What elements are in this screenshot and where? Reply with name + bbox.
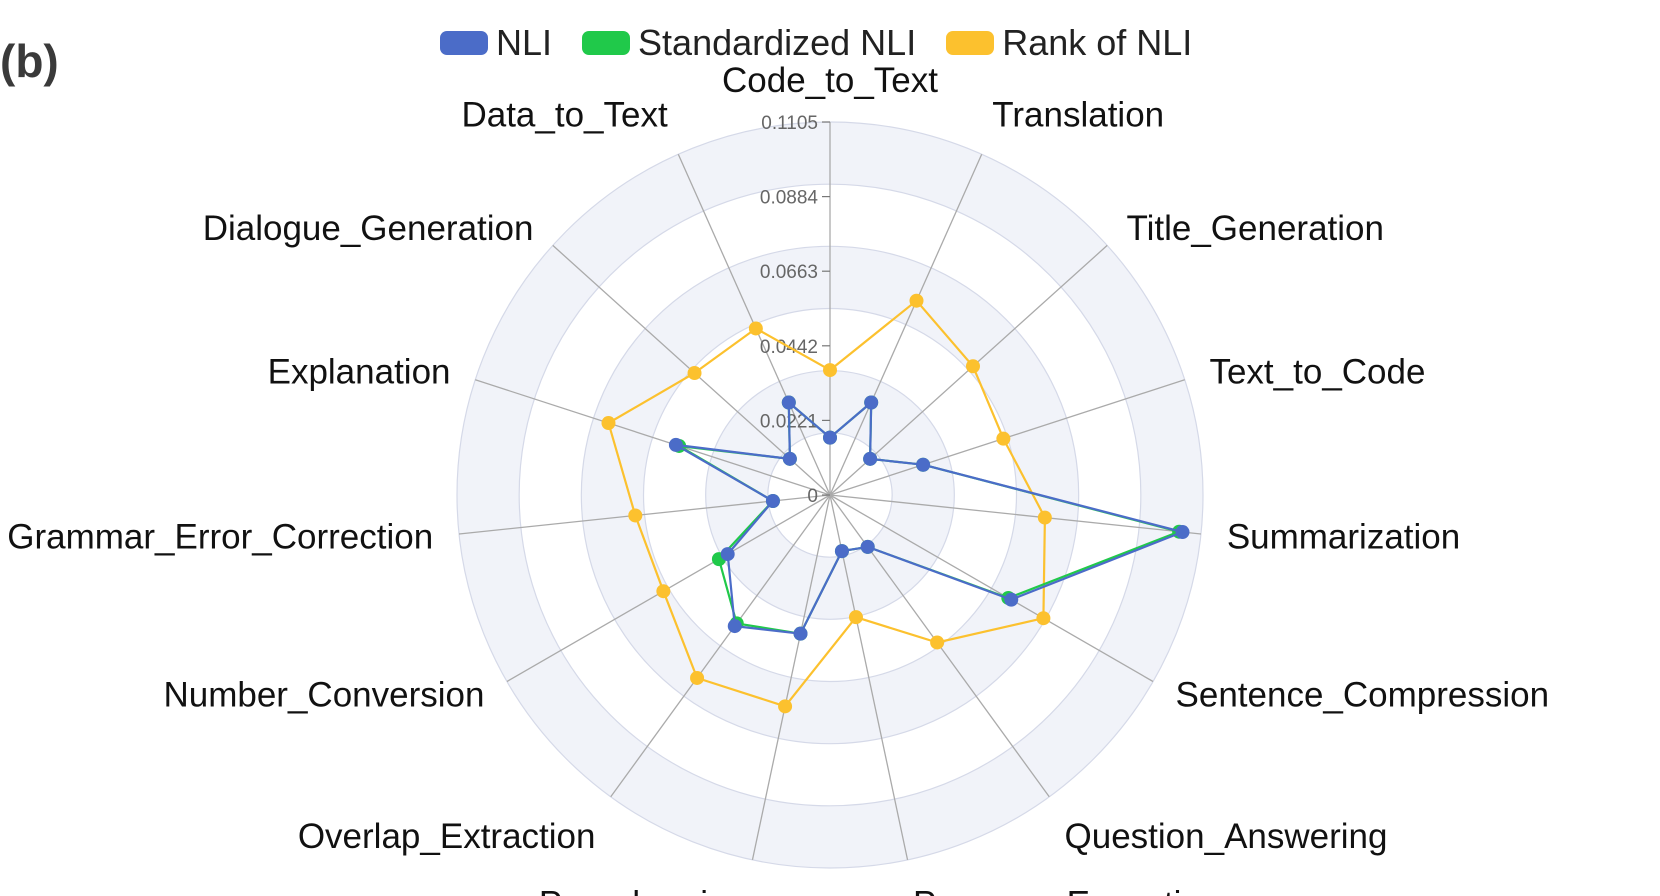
legend-label-rank-of-nli: Rank of NLI — [1002, 22, 1193, 63]
legend-item-standardized-nli[interactable]: Standardized NLI — [582, 22, 916, 64]
point-rank-of-nli-number_conversion[interactable] — [656, 584, 671, 599]
point-nli-explanation[interactable] — [668, 437, 683, 452]
category-label-explanation: Explanation — [268, 353, 451, 392]
category-label-text_to_code: Text_to_Code — [1209, 353, 1425, 392]
point-nli-sentence_compression[interactable] — [1004, 592, 1019, 607]
category-label-overlap_extraction: Overlap_Extraction — [298, 817, 596, 856]
legend-swatch-standardized-nli — [582, 31, 631, 55]
point-rank-of-nli-summarization[interactable] — [1037, 510, 1052, 525]
category-label-dialogue_generation: Dialogue_Generation — [203, 209, 534, 248]
tick-label: 0.1105 — [761, 113, 818, 134]
legend-label-nli: NLI — [496, 22, 553, 63]
point-nli-grammar_error_correction[interactable] — [765, 493, 780, 508]
point-nli-summarization[interactable] — [1175, 525, 1190, 540]
category-label-program_execution: Program_Execution — [913, 884, 1220, 896]
spoke-summarization — [829, 494, 1202, 535]
legend-label-standardized-nli: Standardized NLI — [638, 22, 917, 63]
category-label-question_answering: Question_Answering — [1065, 817, 1388, 856]
legend-swatch-rank-of-nli — [946, 31, 995, 55]
point-nli-text_to_code[interactable] — [916, 457, 931, 472]
point-nli-question_answering[interactable] — [860, 539, 875, 554]
category-label-code_to_text: Code_to_Text — [722, 61, 938, 100]
point-nli-number_conversion[interactable] — [720, 547, 735, 562]
point-rank-of-nli-translation[interactable] — [909, 293, 924, 308]
panel-label: (b) — [0, 35, 59, 87]
legend-swatch-nli — [440, 31, 488, 55]
point-nli-translation[interactable] — [864, 395, 879, 410]
category-labels: Code_to_Text Translation Title_Generation T… — [7, 61, 1549, 896]
series-line-nli — [674, 401, 1184, 635]
point-nli-code_to_text[interactable] — [823, 430, 837, 445]
point-rank-of-nli-paraphrasing[interactable] — [778, 699, 793, 714]
spoke-paraphrasing — [751, 494, 831, 860]
point-rank-of-nli-explanation[interactable] — [601, 416, 616, 431]
series-layer — [601, 293, 1190, 714]
point-rank-of-nli-data_to_text[interactable] — [748, 321, 763, 336]
point-rank-of-nli-overlap_extraction[interactable] — [690, 670, 705, 685]
category-label-data_to_text: Data_to_Text — [461, 95, 668, 134]
category-label-grammar_error_correction: Grammar_Error_Correction — [7, 518, 433, 557]
category-label-title_generation: Title_Generation — [1127, 209, 1384, 248]
spoke-translation — [829, 153, 983, 496]
point-nli-dialogue_generation[interactable] — [782, 451, 797, 466]
point-rank-of-nli-question_answering[interactable] — [930, 635, 945, 650]
point-rank-of-nli-grammar_error_correction[interactable] — [628, 508, 643, 523]
point-rank-of-nli-sentence_compression[interactable] — [1036, 611, 1051, 626]
point-nli-program_execution[interactable] — [834, 544, 849, 559]
point-rank-of-nli-code_to_text[interactable] — [823, 363, 837, 378]
point-nli-title_generation[interactable] — [863, 451, 878, 466]
point-rank-of-nli-title_generation[interactable] — [965, 359, 980, 374]
category-label-number_conversion: Number_Conversion — [163, 676, 484, 715]
point-nli-overlap_extraction[interactable] — [727, 619, 742, 634]
series-line-rank-of-nli — [607, 299, 1047, 708]
category-label-sentence_compression: Sentence_Compression — [1176, 676, 1550, 715]
tick-label: 0.0884 — [760, 188, 819, 209]
legend-item-rank-of-nli[interactable]: Rank of NLI — [946, 22, 1192, 64]
legend-item-nli[interactable]: NLI — [440, 22, 552, 64]
category-label-summarization: Summarization — [1227, 518, 1460, 557]
spoke-overlap_extraction — [610, 494, 831, 798]
category-label-translation: Translation — [992, 95, 1164, 134]
point-nli-paraphrasing[interactable] — [793, 626, 808, 641]
spoke-explanation — [475, 379, 831, 496]
point-rank-of-nli-dialogue_generation[interactable] — [687, 366, 702, 381]
tick-label: 0.0663 — [760, 262, 818, 283]
point-rank-of-nli-program_execution[interactable] — [848, 610, 863, 625]
point-nli-data_to_text[interactable] — [781, 395, 796, 410]
spoke-sentence_compression — [829, 494, 1154, 683]
point-rank-of-nli-text_to_code[interactable] — [996, 431, 1011, 446]
tick-label: 0 — [807, 486, 818, 507]
legend: NLI Standardized NLI Rank of NLI — [440, 22, 1192, 64]
category-label-paraphrasing: Paraphrasing — [539, 884, 747, 896]
